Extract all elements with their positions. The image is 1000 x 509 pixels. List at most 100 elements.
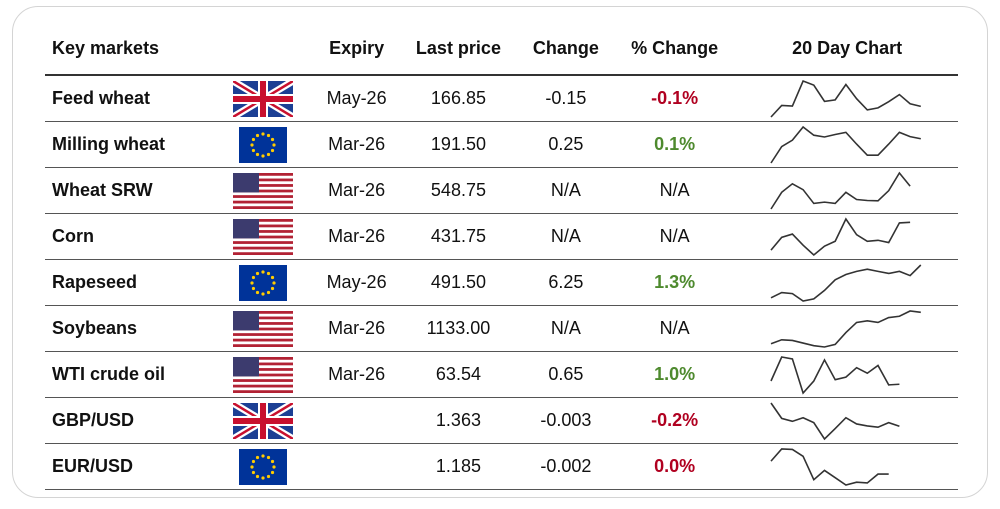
flag-cell: [210, 259, 315, 306]
sparkline-chart: [770, 309, 922, 348]
change: N/A: [518, 167, 613, 214]
flag-cell: [210, 121, 315, 168]
us-flag-icon: [232, 172, 293, 209]
table-row: Feed wheat May-26 166.85 -0.15 -0.1%: [45, 75, 958, 122]
sparkline-line: [770, 309, 922, 348]
market-name: Rapeseed: [45, 259, 210, 306]
last-price: 1.185: [398, 443, 519, 490]
header-market: Key markets: [45, 22, 210, 76]
last-price: 548.75: [398, 167, 519, 214]
table-row: Milling wheat Mar-26 191.50 0.25 0.1%: [45, 121, 958, 168]
eu-flag-icon: [238, 126, 287, 163]
market-name: EUR/USD: [45, 443, 210, 490]
sparkline-line: [770, 171, 911, 209]
sparkline-chart: [770, 171, 911, 209]
sparkline-line: [770, 402, 900, 440]
change: N/A: [518, 305, 613, 352]
us-flag-icon: [232, 310, 293, 347]
sparkline-chart: [770, 355, 900, 395]
pct-change: 1.0%: [612, 351, 737, 398]
market-name: Soybeans: [45, 305, 210, 352]
table-row: Wheat SRW Mar-26 548.75 N/A N/A: [45, 167, 958, 214]
sparkline-line: [770, 216, 911, 256]
pct-change: 0.0%: [612, 443, 737, 490]
last-price: 1133.00: [398, 305, 519, 352]
header-last: Last price: [398, 22, 519, 76]
sparkline-line: [770, 355, 900, 395]
sparkline-cell: [736, 75, 958, 122]
sparkline-cell: [736, 167, 958, 214]
flag-cell: [210, 213, 315, 260]
change: 6.25: [518, 259, 613, 306]
expiry: Mar-26: [315, 305, 399, 352]
sparkline-chart: [770, 216, 911, 256]
expiry: May-26: [315, 259, 399, 306]
expiry: Mar-26: [315, 121, 399, 168]
change: 0.25: [518, 121, 613, 168]
sparkline-chart: [770, 125, 922, 163]
header-chart: 20 Day Chart: [736, 22, 958, 76]
uk-flag-icon: [230, 77, 295, 120]
change: -0.002: [518, 443, 613, 490]
pct-change: 1.3%: [612, 259, 737, 306]
eu-flag-icon: [238, 448, 287, 485]
market-name: WTI crude oil: [45, 351, 210, 398]
table-row: Rapeseed May-26 491.50 6.25 1.3%: [45, 259, 958, 306]
sparkline-cell: [736, 213, 958, 260]
expiry: [315, 397, 399, 444]
expiry: Mar-26: [315, 167, 399, 214]
sparkline-cell: [736, 397, 958, 444]
sparkline-cell: [736, 259, 958, 306]
market-name: GBP/USD: [45, 397, 210, 444]
change: -0.15: [518, 75, 613, 122]
uk-flag-icon: [230, 399, 295, 442]
last-price: 491.50: [398, 259, 519, 306]
table-row: Corn Mar-26 431.75 N/A N/A: [45, 213, 958, 260]
change: 0.65: [518, 351, 613, 398]
last-price: 191.50: [398, 121, 519, 168]
key-markets-table: Key markets Expiry Last price Change % C…: [45, 22, 958, 490]
flag-cell: [210, 75, 315, 122]
header-flag: [210, 22, 315, 76]
sparkline-line: [770, 263, 922, 302]
sparkline-cell: [736, 305, 958, 352]
pct-change: N/A: [612, 167, 737, 214]
expiry: Mar-26: [315, 351, 399, 398]
sparkline-line: [770, 79, 922, 118]
expiry: [315, 443, 399, 490]
pct-change: N/A: [612, 305, 737, 352]
change: -0.003: [518, 397, 613, 444]
sparkline-cell: [736, 443, 958, 490]
sparkline-chart: [770, 447, 889, 486]
last-price: 431.75: [398, 213, 519, 260]
market-name: Corn: [45, 213, 210, 260]
sparkline-cell: [736, 121, 958, 168]
pct-change: -0.1%: [612, 75, 737, 122]
sparkline-chart: [770, 263, 922, 302]
sparkline-line: [770, 447, 889, 486]
sparkline-cell: [736, 351, 958, 398]
table-row: WTI crude oil Mar-26 63.54 0.65 1.0%: [45, 351, 958, 398]
header-expiry: Expiry: [315, 22, 399, 76]
table-row: Soybeans Mar-26 1133.00 N/A N/A: [45, 305, 958, 352]
flag-cell: [210, 443, 315, 490]
eu-flag-icon: [238, 264, 287, 301]
change: N/A: [518, 213, 613, 260]
market-name: Feed wheat: [45, 75, 210, 122]
pct-change: -0.2%: [612, 397, 737, 444]
expiry: May-26: [315, 75, 399, 122]
last-price: 63.54: [398, 351, 519, 398]
flag-cell: [210, 167, 315, 214]
header-pct: % Change: [612, 22, 737, 76]
header-change: Change: [518, 22, 613, 76]
flag-cell: [210, 351, 315, 398]
header-row: Key markets Expiry Last price Change % C…: [45, 22, 958, 76]
market-name: Milling wheat: [45, 121, 210, 168]
last-price: 1.363: [398, 397, 519, 444]
table-row: GBP/USD 1.363 -0.003 -0.2%: [45, 397, 958, 444]
us-flag-icon: [232, 356, 293, 393]
last-price: 166.85: [398, 75, 519, 122]
market-name: Wheat SRW: [45, 167, 210, 214]
flag-cell: [210, 305, 315, 352]
table-row: EUR/USD 1.185 -0.002 0.0%: [45, 443, 958, 490]
